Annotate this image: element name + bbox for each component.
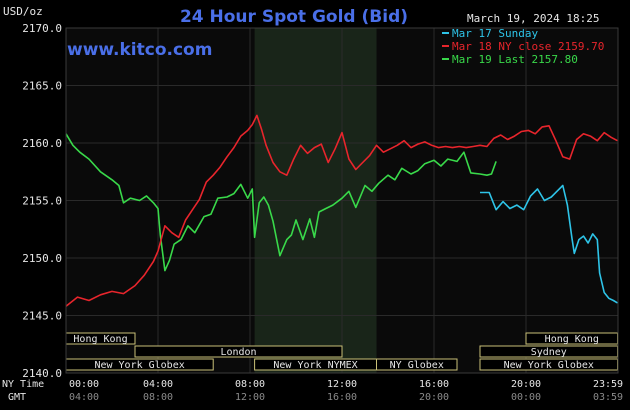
- x-tick-label-gmt: 12:00: [235, 392, 265, 403]
- session-label: Sydney: [531, 347, 567, 358]
- y-tick-label: 2140.0: [22, 367, 62, 380]
- x-tick-label-gmt: 16:00: [327, 392, 357, 403]
- y-tick-label: 2150.0: [22, 252, 62, 265]
- x-tick-label-ny: 08:00: [235, 379, 265, 390]
- legend-entry: Mar 18 NY close 2159.70: [452, 40, 604, 53]
- x-tick-label-ny: 16:00: [419, 379, 449, 390]
- session-bar: [376, 358, 458, 371]
- session-bar: [134, 345, 343, 358]
- y-axis-label: USD/oz: [3, 5, 43, 18]
- legend-entry: Mar 19 Last 2157.80: [452, 53, 578, 66]
- x-tick-label-ny: 04:00: [143, 379, 173, 390]
- y-tick-label: 2160.0: [22, 137, 62, 150]
- x-tick-label-gmt: 00:00: [511, 392, 541, 403]
- y-axis-tick-labels: 2170.0 2165.0 2160.0 2155.0 2150.0 2145.0 2140…: [22, 22, 62, 380]
- x-tick-label-gmt: 04:00: [69, 392, 99, 403]
- price-series-lines: [65, 114, 618, 307]
- y-tick-label: 2155.0: [22, 195, 62, 208]
- session-label: NY Globex: [390, 360, 444, 371]
- x-tick-label-ny: 20:00: [511, 379, 541, 390]
- session-label: New York NYMEX: [273, 360, 357, 371]
- chart-date: March 19, 2024 18:25: [467, 12, 599, 25]
- session-label: Hong Kong: [545, 334, 599, 345]
- y-tick-label: 2170.0: [22, 22, 62, 35]
- session-label: London: [220, 347, 256, 358]
- session-label: New York Globex: [504, 360, 594, 371]
- series-line: [480, 184, 618, 304]
- chart-title: 24 Hour Spot Gold (Bid): [180, 7, 408, 27]
- session-label: New York Globex: [94, 360, 184, 371]
- x-tick-label-gmt: 08:00: [143, 392, 173, 403]
- legend-entry: Mar 17 Sunday: [452, 27, 538, 40]
- plot-area-border: [65, 27, 619, 374]
- y-tick-label: 2165.0: [22, 80, 62, 93]
- x-tick-label-gmt: 20:00: [419, 392, 449, 403]
- x-tick-label-gmt: 03:59: [593, 392, 623, 403]
- series-line: [65, 114, 618, 307]
- y-tick-label: 2145.0: [22, 310, 62, 323]
- x-tick-label-ny: 00:00: [69, 379, 99, 390]
- x-tick-label-ny: 12:00: [327, 379, 357, 390]
- x-axis-row1-label: NY Time: [2, 379, 44, 390]
- series-line: [65, 133, 497, 272]
- x-axis-tick-labels: 00:00 04:00 04:00 08:00 08:00 12:00 12:00 16:00…: [69, 379, 623, 403]
- x-tick-label-ny: 23:59: [593, 379, 623, 390]
- watermark: www.kitco.com: [67, 40, 212, 60]
- market-session-bars: Hong Kong London New York Globex New York N…: [65, 332, 619, 371]
- x-axis-row2-label: GMT: [8, 392, 26, 403]
- session-label: Hong Kong: [73, 334, 127, 345]
